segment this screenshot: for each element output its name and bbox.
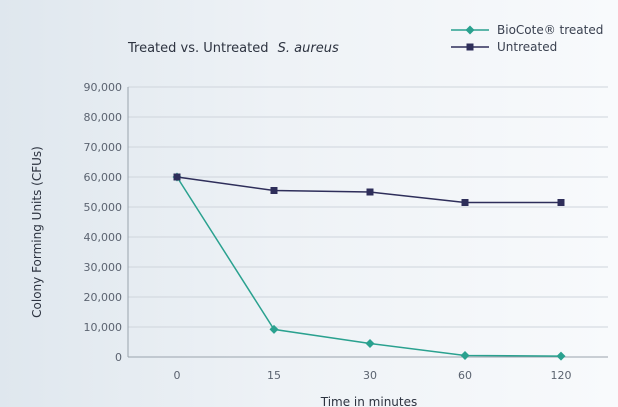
- y-tick-label: 20,000: [84, 291, 123, 304]
- legend-label: BioCote® treated: [497, 23, 603, 37]
- legend-marker: [466, 43, 474, 51]
- y-tick-label: 60,000: [84, 171, 123, 184]
- data-point: [270, 187, 278, 194]
- grid-lines: [128, 86, 608, 328]
- axes: [127, 87, 608, 358]
- data-point: [556, 351, 566, 361]
- data-point: [557, 199, 565, 206]
- y-tick-label: 50,000: [84, 201, 123, 214]
- x-axis-label: Time in minutes: [320, 395, 418, 407]
- legend-item: Untreated: [451, 40, 557, 54]
- data-point: [366, 188, 374, 196]
- data-point: [460, 351, 470, 360]
- y-tick-label: 90,000: [84, 81, 123, 94]
- x-tick-label: 15: [267, 369, 281, 382]
- legend: BioCote® treated Untreated: [451, 23, 603, 54]
- data-point: [365, 339, 375, 348]
- x-tick-label: 30: [363, 369, 377, 382]
- y-tick-label: 70,000: [84, 141, 123, 154]
- y-tick-label: 80,000: [84, 111, 123, 124]
- y-axis-label: Colony Forming Units (CFUs): [30, 146, 44, 318]
- legend-label: Untreated: [497, 40, 557, 54]
- x-tick-labels: 0 15 30 60 120: [174, 369, 572, 382]
- series-untreated: [173, 173, 565, 206]
- chart-title-italic: S. aureus: [278, 41, 339, 56]
- chart-title: Treated vs. Untreated S. aureus: [127, 41, 339, 56]
- data-point: [269, 324, 279, 334]
- data-point: [461, 199, 469, 206]
- y-tick-labels: 0 10,000 20,000 30,000 40,000 50,000 60,000 70,…: [84, 81, 123, 364]
- y-tick-label: 0: [115, 351, 122, 364]
- chart-title-main: Treated vs. Untreated: [127, 41, 269, 56]
- x-tick-label: 60: [458, 369, 472, 382]
- legend-marker: [465, 25, 475, 35]
- x-tick-label: 0: [174, 369, 181, 382]
- y-tick-label: 10,000: [84, 321, 123, 334]
- y-tick-label: 30,000: [84, 261, 123, 274]
- series: [172, 172, 566, 361]
- x-tick-label: 120: [551, 369, 572, 382]
- data-point: [173, 173, 181, 181]
- y-tick-label: 40,000: [84, 231, 123, 244]
- legend-item: BioCote® treated: [451, 23, 603, 37]
